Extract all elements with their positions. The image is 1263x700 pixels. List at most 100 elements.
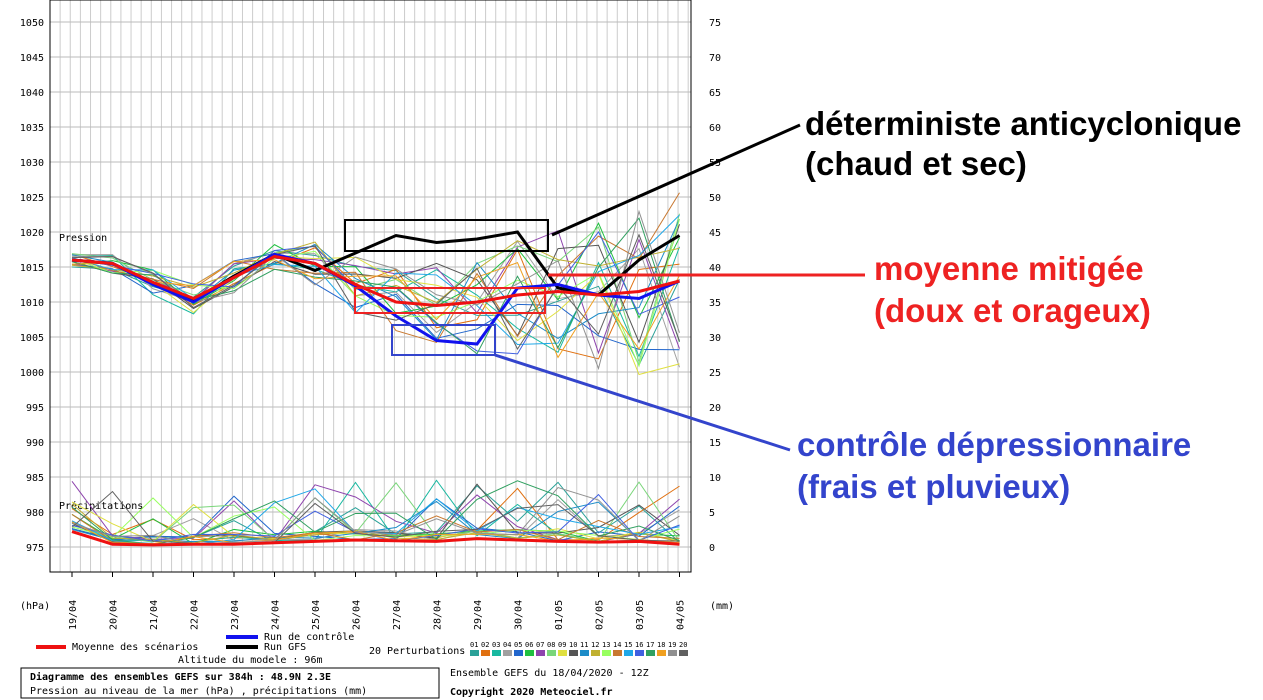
perturbation-swatch bbox=[514, 650, 523, 656]
perturbation-number: 19 bbox=[668, 641, 676, 649]
series-line bbox=[71, 254, 680, 308]
perturbation-swatch bbox=[668, 650, 677, 656]
info-box bbox=[20, 667, 440, 699]
perturbation-number: 01 bbox=[470, 641, 478, 649]
y-tick-left: 1040 bbox=[20, 88, 44, 99]
perturbation-number: 12 bbox=[591, 641, 599, 649]
perturbation-line bbox=[71, 222, 680, 319]
perturbation-number: 03 bbox=[492, 641, 500, 649]
annotation-gfs-line2: (chaud et sec) bbox=[805, 145, 1027, 182]
y-tick-left: 975 bbox=[26, 543, 44, 554]
y-tick-left: 1035 bbox=[20, 123, 44, 134]
y-tick-right: 45 bbox=[709, 228, 721, 239]
x-tick-label: 23/04 bbox=[230, 600, 241, 630]
precip-mean-line bbox=[71, 530, 680, 547]
perturbation-precip-line bbox=[71, 486, 680, 545]
perturbation-line bbox=[71, 214, 680, 345]
perturbation-number: 08 bbox=[547, 641, 555, 649]
model-altitude: Altitude du modele : 96m bbox=[178, 655, 323, 666]
legend: Moyenne des scénarios Run de contrôle Ru… bbox=[36, 631, 688, 666]
y-tick-left: 980 bbox=[26, 508, 44, 519]
perturbation-swatch bbox=[569, 650, 578, 656]
legend-label-control: Run de contrôle bbox=[264, 631, 354, 643]
perturbation-number: 17 bbox=[646, 641, 654, 649]
perturbation-swatch bbox=[558, 650, 567, 656]
y-axis-right-ticks: 757065605550454035302520151050 bbox=[709, 18, 721, 554]
perturbation-number: 10 bbox=[569, 641, 577, 649]
panel-label-pressure: Pression bbox=[59, 233, 107, 244]
perturbation-swatch bbox=[470, 650, 479, 656]
x-tick-label: 25/04 bbox=[311, 600, 322, 630]
left-unit-label: (hPa) bbox=[20, 601, 50, 612]
x-tick-label: 04/05 bbox=[676, 600, 687, 630]
annotation-gfs-line1: déterministe anticyclonique bbox=[805, 105, 1241, 142]
perturbation-line bbox=[71, 240, 680, 303]
perturbation-swatch bbox=[657, 650, 666, 656]
x-tick-label: 27/04 bbox=[392, 600, 403, 630]
y-tick-right: 70 bbox=[709, 53, 721, 64]
perturbation-swatch bbox=[492, 650, 501, 656]
y-tick-right: 5 bbox=[709, 508, 715, 519]
legend-label-mean: Moyenne des scénarios bbox=[72, 641, 198, 653]
perturbation-swatch bbox=[481, 650, 490, 656]
ensemble-label: Ensemble GEFS du 18/04/2020 - 12Z bbox=[450, 668, 649, 679]
perturbation-number: 14 bbox=[613, 641, 621, 649]
perturbation-line bbox=[71, 240, 680, 368]
perturbation-number: 11 bbox=[580, 641, 588, 649]
perturbation-swatch bbox=[547, 650, 556, 656]
y-tick-right: 75 bbox=[709, 18, 721, 29]
chart-subtitle: Pression au niveau de la mer (hPa) , pré… bbox=[30, 685, 367, 697]
perturbation-number: 15 bbox=[624, 641, 632, 649]
x-tick-label: 29/04 bbox=[473, 600, 484, 630]
perturbation-number: 06 bbox=[525, 641, 533, 649]
y-tick-left: 1005 bbox=[20, 333, 44, 344]
x-tick-label: 22/04 bbox=[190, 600, 201, 630]
perturbation-swatch bbox=[624, 650, 633, 656]
chart-title: Diagramme des ensembles GEFS sur 384h : … bbox=[30, 671, 331, 683]
perturbation-swatch bbox=[613, 650, 622, 656]
x-tick-label: 21/04 bbox=[149, 600, 160, 630]
perturbation-number: 18 bbox=[657, 641, 665, 649]
y-tick-right: 65 bbox=[709, 88, 721, 99]
x-tick-label: 19/04 bbox=[68, 600, 79, 630]
perturbation-line bbox=[71, 259, 680, 359]
y-tick-left: 1045 bbox=[20, 53, 44, 64]
x-tick-label: 24/04 bbox=[271, 600, 282, 630]
copyright: Copyright 2020 Meteociel.fr bbox=[450, 686, 613, 698]
perturbation-number: 05 bbox=[514, 641, 522, 649]
perturbation-line bbox=[71, 250, 680, 367]
y-tick-left: 995 bbox=[26, 403, 44, 414]
x-tick-label: 30/04 bbox=[514, 600, 525, 630]
y-tick-right: 0 bbox=[709, 543, 715, 554]
perturbation-number: 13 bbox=[602, 641, 610, 649]
y-tick-right: 15 bbox=[709, 438, 721, 449]
x-tick-label: 01/05 bbox=[554, 600, 565, 630]
x-tick-label: 02/05 bbox=[595, 600, 606, 630]
perturbation-number: 16 bbox=[635, 641, 643, 649]
main-series bbox=[71, 230, 681, 547]
perturbation-swatch bbox=[602, 650, 611, 656]
y-tick-left: 1025 bbox=[20, 193, 44, 204]
y-tick-right: 25 bbox=[709, 368, 721, 379]
y-tick-right: 10 bbox=[709, 473, 721, 484]
perturbation-swatch bbox=[635, 650, 644, 656]
y-tick-right: 60 bbox=[709, 123, 721, 134]
y-tick-left: 1000 bbox=[20, 368, 44, 379]
perturbation-number: 04 bbox=[503, 641, 511, 649]
perturbation-number: 20 bbox=[679, 641, 687, 649]
y-tick-right: 40 bbox=[709, 263, 721, 274]
perturbation-precip-line bbox=[71, 490, 680, 544]
y-tick-left: 1020 bbox=[20, 228, 44, 239]
perturbation-number: 09 bbox=[558, 641, 566, 649]
x-tick-label: 20/04 bbox=[109, 600, 120, 630]
perturbation-swatch bbox=[646, 650, 655, 656]
perturbation-number: 07 bbox=[536, 641, 544, 649]
perturbation-swatch bbox=[525, 650, 534, 656]
y-tick-left: 1015 bbox=[20, 263, 44, 274]
y-tick-right: 35 bbox=[709, 298, 721, 309]
perturbation-line bbox=[71, 217, 680, 355]
perturbations-label: 20 Perturbations bbox=[369, 646, 465, 657]
perturbation-precip-line bbox=[71, 480, 680, 545]
x-axis-ticks: 19/04 20/04 21/04 22/04 23/04 24/04 25/04 26/04… bbox=[68, 572, 687, 630]
